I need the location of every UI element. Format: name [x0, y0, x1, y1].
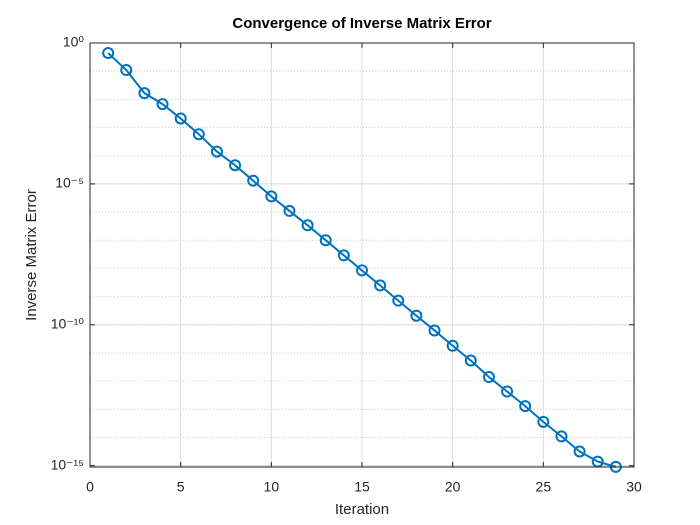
- data-point: [229, 159, 242, 172]
- data-point: [464, 354, 477, 367]
- data-point: [337, 249, 350, 262]
- data-point: [120, 64, 133, 77]
- x-tick-label: 30: [626, 479, 642, 495]
- x-tick-label: 10: [264, 479, 280, 495]
- data-point: [174, 112, 187, 125]
- data-point: [537, 415, 550, 428]
- x-tick-label: 0: [86, 479, 94, 495]
- data-point: [192, 128, 205, 141]
- data-point: [138, 87, 151, 100]
- x-tick-label: 25: [536, 479, 552, 495]
- data-point: [265, 190, 278, 203]
- data-point: [428, 324, 441, 337]
- data-point: [102, 47, 115, 60]
- data-point: [247, 174, 260, 187]
- data-point: [283, 204, 296, 217]
- data-point: [501, 385, 514, 398]
- data-point: [573, 445, 586, 458]
- x-tick-label: 15: [354, 479, 370, 495]
- data-point: [374, 279, 387, 292]
- data-point: [392, 294, 405, 307]
- series-line: [107, 52, 617, 468]
- data-point: [319, 234, 332, 247]
- data-point: [301, 219, 314, 232]
- data-point: [410, 309, 423, 322]
- y-axis-label: Inverse Matrix Error: [23, 189, 40, 321]
- x-axis-label: Iteration: [335, 501, 389, 518]
- y-tick-label: 10⁰: [63, 34, 85, 50]
- data-point: [446, 339, 459, 352]
- data-point: [356, 264, 368, 277]
- data-point: [519, 400, 532, 413]
- data-point: [156, 98, 169, 111]
- data-point: [555, 430, 568, 443]
- x-tick-label: 20: [445, 479, 461, 495]
- marks: [102, 47, 622, 473]
- y-tick-label: 10⁻¹⁰: [51, 316, 85, 332]
- data-point: [210, 145, 223, 158]
- data-point: [482, 371, 495, 384]
- y-tick-label: 10⁻¹⁵: [51, 456, 84, 472]
- y-tick-label: 10⁻⁵: [55, 175, 84, 191]
- chart-title: Convergence of Inverse Matrix Error: [232, 15, 491, 32]
- x-tick-label: 5: [177, 479, 185, 495]
